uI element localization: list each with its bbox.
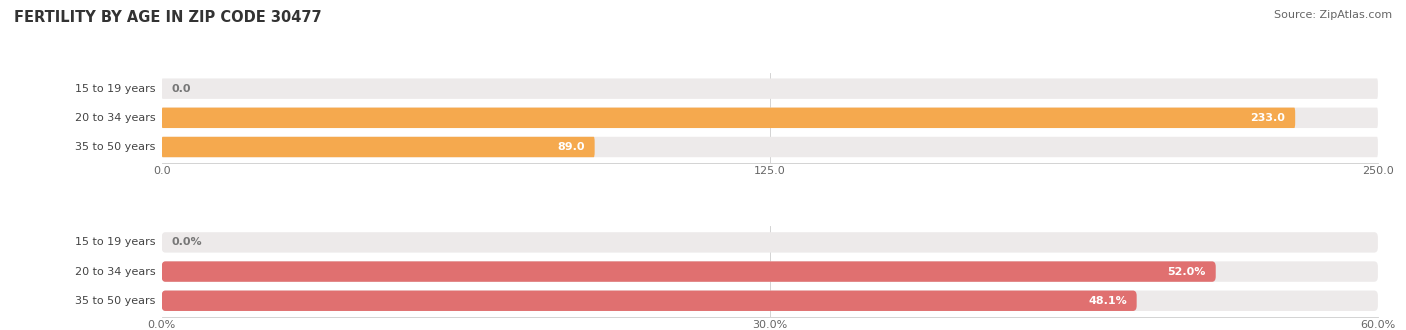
FancyBboxPatch shape: [162, 290, 1378, 311]
Text: 52.0%: 52.0%: [1167, 267, 1206, 277]
Text: FERTILITY BY AGE IN ZIP CODE 30477: FERTILITY BY AGE IN ZIP CODE 30477: [14, 10, 322, 25]
Text: 0.0%: 0.0%: [172, 237, 202, 248]
FancyBboxPatch shape: [162, 261, 1378, 282]
Text: 15 to 19 years: 15 to 19 years: [75, 237, 156, 248]
FancyBboxPatch shape: [162, 137, 1378, 157]
FancyBboxPatch shape: [162, 261, 1216, 282]
Text: 35 to 50 years: 35 to 50 years: [76, 142, 156, 152]
Text: 89.0: 89.0: [557, 142, 585, 152]
FancyBboxPatch shape: [162, 290, 1136, 311]
FancyBboxPatch shape: [162, 79, 1378, 99]
Text: 233.0: 233.0: [1250, 113, 1285, 123]
Text: 48.1%: 48.1%: [1088, 296, 1128, 306]
FancyBboxPatch shape: [162, 108, 1378, 128]
FancyBboxPatch shape: [162, 137, 595, 157]
Text: Source: ZipAtlas.com: Source: ZipAtlas.com: [1274, 10, 1392, 20]
FancyBboxPatch shape: [162, 232, 1378, 252]
Text: 0.0: 0.0: [172, 83, 191, 94]
Text: 35 to 50 years: 35 to 50 years: [76, 296, 156, 306]
Text: 20 to 34 years: 20 to 34 years: [75, 267, 156, 277]
Text: 20 to 34 years: 20 to 34 years: [75, 113, 156, 123]
Text: 15 to 19 years: 15 to 19 years: [75, 83, 156, 94]
FancyBboxPatch shape: [162, 108, 1295, 128]
